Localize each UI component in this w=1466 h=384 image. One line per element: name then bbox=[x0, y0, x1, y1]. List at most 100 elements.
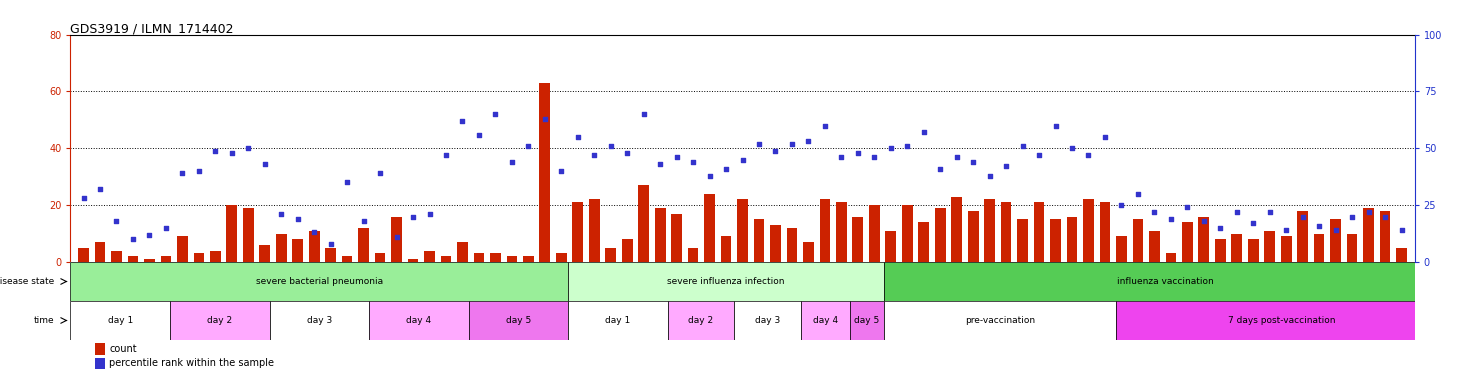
Bar bbox=[309, 231, 320, 262]
Bar bbox=[655, 208, 666, 262]
Bar bbox=[819, 199, 830, 262]
Point bbox=[1142, 209, 1165, 215]
Bar bbox=[474, 253, 484, 262]
Point bbox=[402, 214, 425, 220]
Bar bbox=[70, 301, 170, 340]
Point bbox=[796, 138, 819, 144]
Bar bbox=[984, 199, 995, 262]
Point bbox=[1308, 223, 1331, 229]
Point bbox=[534, 116, 557, 122]
Text: count: count bbox=[110, 344, 136, 354]
Bar bbox=[325, 248, 336, 262]
Bar bbox=[589, 199, 600, 262]
Point bbox=[1242, 220, 1265, 227]
Point bbox=[600, 143, 623, 149]
Bar bbox=[935, 208, 946, 262]
Point bbox=[896, 143, 919, 149]
Bar bbox=[869, 205, 880, 262]
Point bbox=[302, 229, 325, 235]
Text: pre-vaccination: pre-vaccination bbox=[965, 316, 1035, 325]
Bar bbox=[1182, 222, 1193, 262]
Bar bbox=[1330, 219, 1341, 262]
Bar bbox=[734, 301, 800, 340]
Bar bbox=[1314, 233, 1324, 262]
Point bbox=[1110, 202, 1133, 208]
Point bbox=[418, 211, 441, 217]
Text: influenza vaccination: influenza vaccination bbox=[1117, 277, 1214, 286]
Bar bbox=[1116, 237, 1127, 262]
Bar bbox=[803, 242, 814, 262]
Bar bbox=[95, 343, 106, 354]
Bar bbox=[408, 259, 418, 262]
Point bbox=[1374, 214, 1397, 220]
Bar bbox=[441, 256, 452, 262]
Point bbox=[236, 145, 259, 151]
Bar bbox=[1380, 211, 1390, 262]
Point bbox=[368, 170, 391, 176]
Text: day 3: day 3 bbox=[306, 316, 331, 325]
Bar bbox=[638, 185, 649, 262]
Bar bbox=[850, 301, 884, 340]
Point bbox=[516, 143, 539, 149]
Bar bbox=[1034, 202, 1044, 262]
Point bbox=[1060, 145, 1083, 151]
Point bbox=[1192, 218, 1215, 224]
Point bbox=[994, 164, 1017, 170]
Point bbox=[450, 118, 474, 124]
Point bbox=[698, 172, 721, 179]
Point bbox=[666, 154, 689, 161]
Point bbox=[1226, 209, 1249, 215]
Bar bbox=[721, 237, 732, 262]
Point bbox=[862, 154, 885, 161]
Point bbox=[582, 152, 605, 158]
Point bbox=[1094, 134, 1117, 140]
Bar bbox=[853, 217, 863, 262]
Bar bbox=[259, 245, 270, 262]
Bar bbox=[1083, 199, 1094, 262]
Point bbox=[104, 218, 128, 224]
Point bbox=[320, 241, 343, 247]
Point bbox=[122, 236, 145, 242]
Bar bbox=[292, 239, 303, 262]
Point bbox=[1076, 152, 1100, 158]
Bar bbox=[177, 237, 188, 262]
Bar bbox=[836, 202, 847, 262]
Text: day 2: day 2 bbox=[207, 316, 232, 325]
Bar bbox=[457, 242, 468, 262]
Text: time: time bbox=[34, 316, 54, 325]
Point bbox=[748, 141, 771, 147]
Point bbox=[1012, 143, 1035, 149]
Point bbox=[468, 132, 491, 138]
Bar bbox=[1248, 239, 1259, 262]
Bar bbox=[1215, 239, 1226, 262]
Point bbox=[1390, 227, 1413, 233]
Point bbox=[1028, 152, 1051, 158]
Bar bbox=[507, 256, 517, 262]
Point bbox=[138, 232, 161, 238]
Bar bbox=[243, 208, 254, 262]
Point bbox=[928, 166, 951, 172]
Bar bbox=[569, 262, 884, 301]
Bar bbox=[342, 256, 352, 262]
Bar bbox=[1165, 253, 1176, 262]
Point bbox=[1044, 122, 1067, 129]
Bar bbox=[671, 214, 682, 262]
Point bbox=[830, 154, 853, 161]
Bar bbox=[1231, 233, 1242, 262]
Bar bbox=[194, 253, 204, 262]
Point bbox=[1324, 227, 1347, 233]
Point bbox=[978, 172, 1001, 179]
Point bbox=[220, 150, 243, 156]
Point bbox=[72, 195, 95, 201]
Point bbox=[1208, 225, 1231, 231]
Bar bbox=[226, 205, 237, 262]
Bar bbox=[1281, 237, 1292, 262]
Bar bbox=[144, 259, 155, 262]
Text: day 5: day 5 bbox=[506, 316, 531, 325]
Bar bbox=[424, 251, 435, 262]
Point bbox=[352, 218, 375, 224]
Bar bbox=[111, 251, 122, 262]
Point bbox=[1340, 214, 1363, 220]
Point bbox=[880, 145, 903, 151]
Bar bbox=[884, 301, 1116, 340]
